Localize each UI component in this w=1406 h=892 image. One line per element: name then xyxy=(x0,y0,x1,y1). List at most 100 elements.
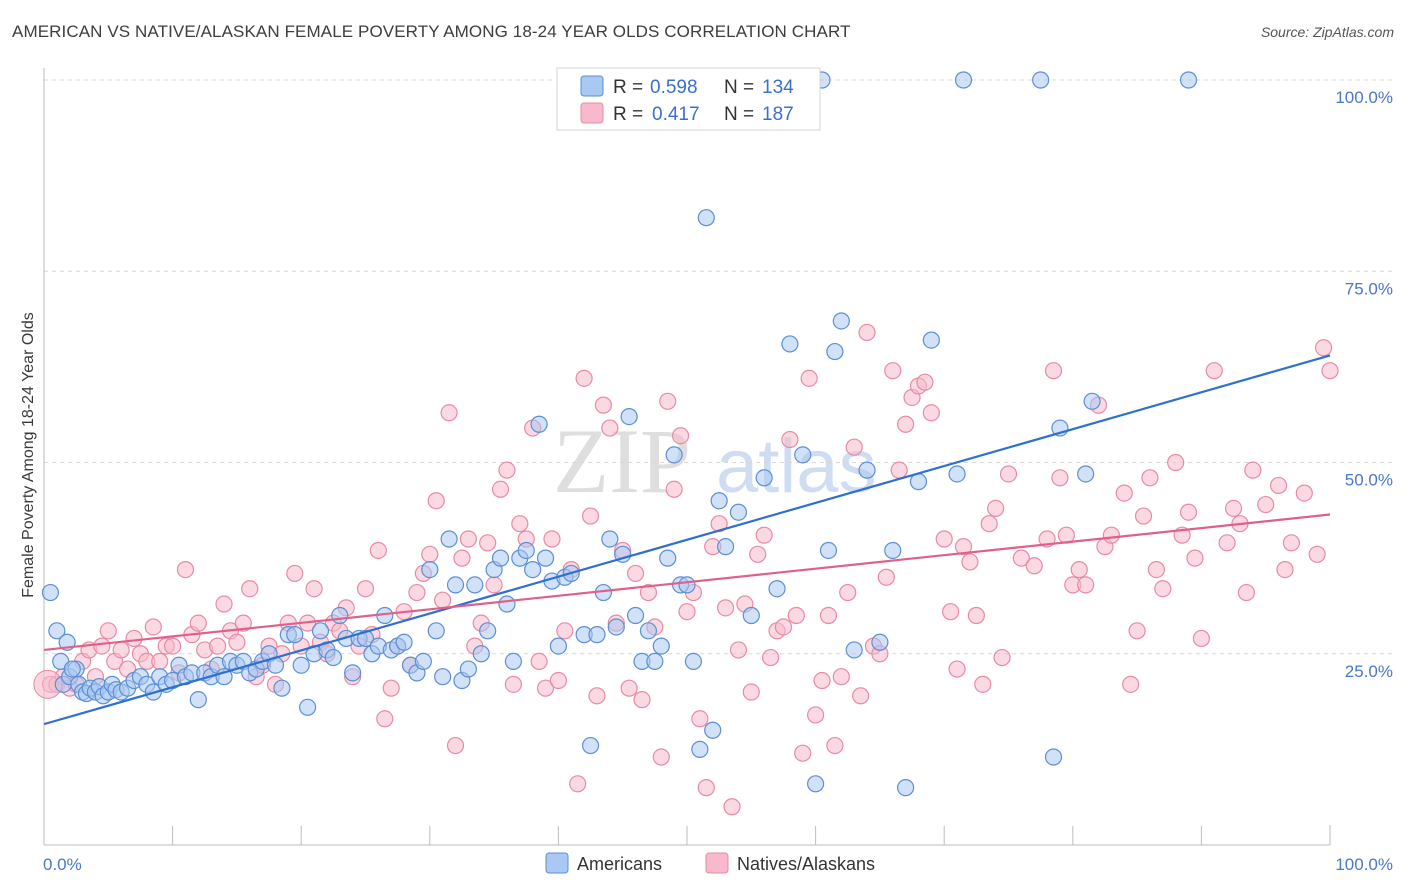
native-point xyxy=(189,614,207,632)
american-point xyxy=(665,446,683,464)
trend-lines xyxy=(43,354,1331,726)
native-point xyxy=(601,419,619,437)
american-point xyxy=(324,648,342,667)
american-point xyxy=(948,465,966,483)
native-point xyxy=(504,675,522,693)
native-point xyxy=(639,583,658,602)
native-point xyxy=(916,373,934,391)
native-point xyxy=(794,744,812,762)
native-point xyxy=(1154,580,1172,598)
native-point xyxy=(1205,362,1223,380)
natives-trend-line xyxy=(43,513,1331,652)
native-point xyxy=(151,652,169,671)
native-point xyxy=(440,404,458,422)
american-point xyxy=(536,549,555,567)
native-point xyxy=(633,691,651,709)
native-point xyxy=(209,637,227,655)
legend-natives-r-label: R = xyxy=(613,104,643,125)
native-point xyxy=(1314,339,1333,357)
native-point xyxy=(1077,576,1095,594)
american-point xyxy=(646,652,664,671)
native-point xyxy=(652,748,670,766)
native-point xyxy=(755,526,773,544)
native-point xyxy=(1141,469,1159,487)
native-point xyxy=(176,560,195,579)
native-point xyxy=(659,392,677,410)
native-point xyxy=(446,736,465,755)
american-point xyxy=(858,461,876,479)
american-point xyxy=(691,740,709,758)
x-tick-100: 100.0% xyxy=(1335,855,1393,874)
grid-lines xyxy=(44,79,1393,655)
american-point xyxy=(871,633,889,651)
american-point xyxy=(710,492,728,510)
native-point xyxy=(112,641,130,659)
american-point xyxy=(626,606,645,625)
native-point xyxy=(781,430,799,449)
native-point xyxy=(1147,560,1165,579)
legend-americans-r-value: 0.598 xyxy=(650,77,698,98)
american-point xyxy=(459,660,477,678)
native-point xyxy=(852,687,870,705)
american-point xyxy=(684,652,703,671)
native-point xyxy=(453,549,471,567)
native-point xyxy=(1051,469,1069,487)
american-point xyxy=(491,549,510,567)
native-point xyxy=(1276,560,1294,579)
native-point xyxy=(774,618,793,636)
native-point xyxy=(408,583,426,602)
american-point xyxy=(395,633,413,651)
native-point xyxy=(1269,476,1288,495)
native-point xyxy=(626,564,645,583)
chart-title: AMERICAN VS NATIVE/ALASKAN FEMALE POVERT… xyxy=(12,22,851,41)
americans-points xyxy=(41,71,1198,797)
native-point xyxy=(498,461,516,479)
bottom-legend-natives-swatch xyxy=(705,852,729,874)
native-point xyxy=(99,622,117,640)
native-point xyxy=(987,499,1005,517)
y-tick-100: 100.0% xyxy=(1335,88,1393,107)
american-point xyxy=(755,469,773,487)
native-point xyxy=(581,507,600,525)
native-point xyxy=(376,710,394,728)
american-point xyxy=(446,576,465,594)
native-point xyxy=(961,553,979,571)
native-point xyxy=(575,369,593,387)
american-point xyxy=(781,335,799,353)
american-point xyxy=(716,538,735,556)
american-point xyxy=(678,576,696,594)
native-point xyxy=(459,530,477,548)
american-point xyxy=(311,622,330,640)
american-point xyxy=(1077,465,1095,483)
native-point xyxy=(742,683,760,701)
bottom-legend-americans-swatch xyxy=(545,852,569,874)
native-point xyxy=(691,710,709,728)
top-legend: R = 0.598 N = 134 R = 0.417 N = 187 xyxy=(556,67,821,131)
american-point xyxy=(581,736,600,755)
american-point xyxy=(286,626,304,644)
native-point xyxy=(536,679,555,697)
y-axis-title: Female Poverty Among 18-24 Year Olds xyxy=(20,312,37,598)
native-point xyxy=(1012,549,1030,567)
american-point xyxy=(826,342,844,361)
legend-americans-r-label: R = xyxy=(613,77,643,98)
american-point xyxy=(1032,71,1050,89)
native-point xyxy=(974,675,992,693)
native-point xyxy=(234,614,252,632)
american-point xyxy=(440,530,458,548)
native-point xyxy=(1115,484,1133,502)
native-point xyxy=(228,633,246,651)
native-point xyxy=(1218,534,1236,552)
native-point xyxy=(729,641,748,659)
native-point xyxy=(382,679,400,697)
american-point xyxy=(299,698,317,716)
native-point xyxy=(1134,507,1153,525)
american-point xyxy=(427,622,445,640)
native-point xyxy=(710,515,728,533)
native-point xyxy=(993,648,1011,667)
american-point xyxy=(434,668,452,686)
native-point xyxy=(761,648,780,667)
american-point xyxy=(292,656,310,674)
bottom-legend-natives-label: Natives/Alaskans xyxy=(737,854,875,874)
